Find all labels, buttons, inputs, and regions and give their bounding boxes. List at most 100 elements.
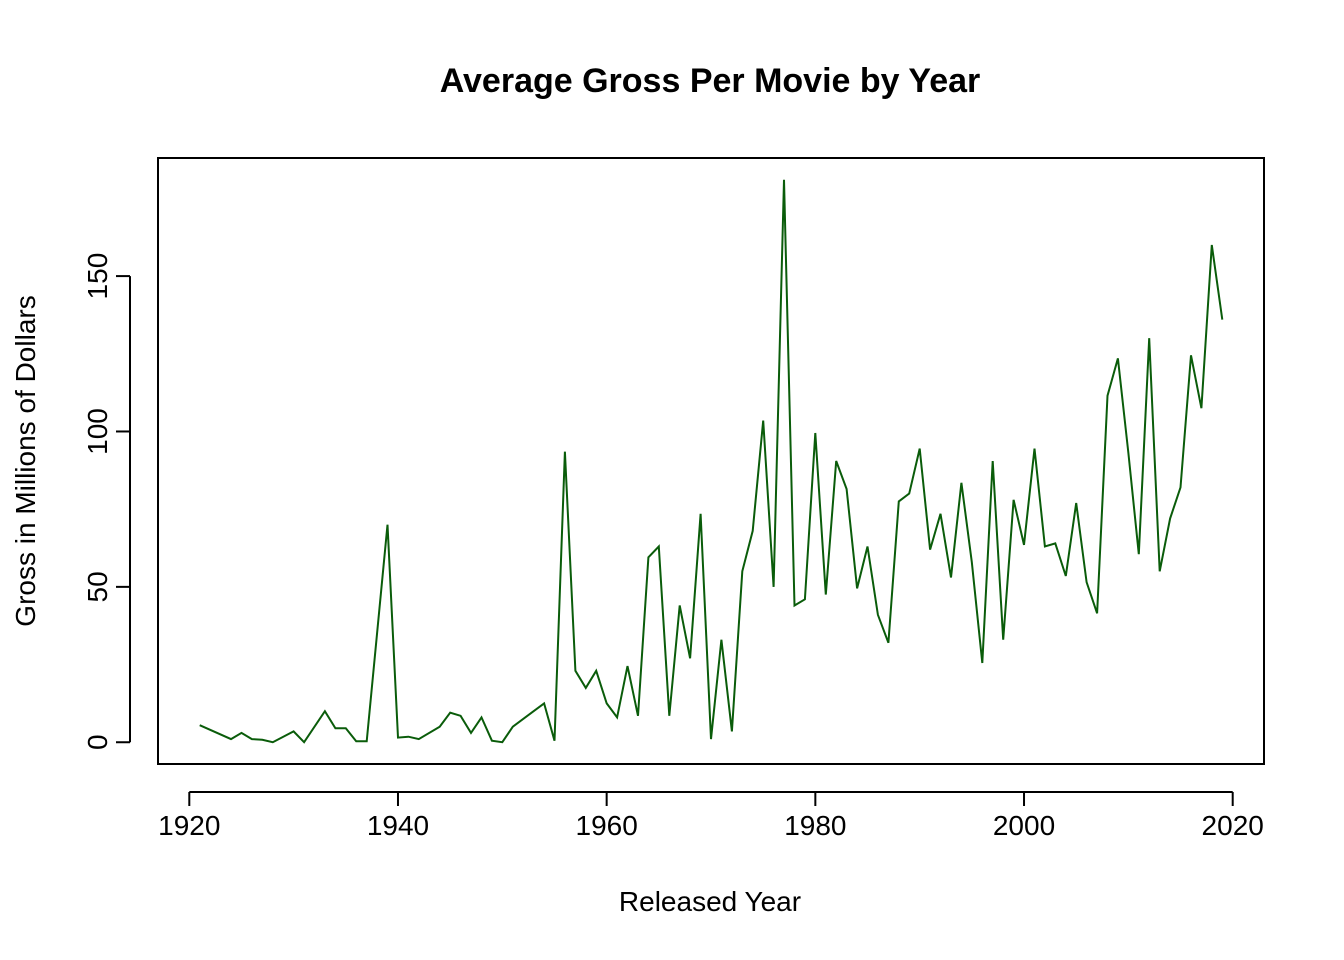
data-point (345, 727, 347, 729)
data-point (230, 738, 232, 740)
data-point (846, 488, 848, 490)
data-point (1138, 553, 1140, 555)
data-point (355, 740, 357, 742)
data-point (293, 730, 295, 732)
data-point (637, 715, 639, 717)
data-point (835, 460, 837, 462)
data-point (950, 577, 952, 579)
data-point (439, 726, 441, 728)
x-tick-label: 1920 (158, 810, 220, 841)
data-point (595, 670, 597, 672)
data-point (616, 716, 618, 718)
y-axis: 0 50 100 150 (82, 253, 131, 750)
x-tick-label: 1960 (576, 810, 638, 841)
data-point (334, 727, 336, 729)
series-layer (199, 179, 1224, 744)
data-point (533, 710, 535, 712)
series-line (199, 179, 1224, 744)
data-point (554, 740, 556, 742)
data-point (501, 741, 503, 743)
data-point (887, 642, 889, 644)
data-point (491, 740, 493, 742)
data-point (1034, 448, 1036, 450)
x-tick-label: 2020 (1202, 810, 1264, 841)
data-point (971, 561, 973, 563)
data-point (960, 482, 962, 484)
data-point (731, 730, 733, 732)
data-point (814, 432, 816, 434)
data-point (919, 448, 921, 450)
data-point (1075, 502, 1077, 504)
data-point (668, 715, 670, 717)
data-point (689, 657, 691, 659)
data-point (397, 737, 399, 739)
data-point (741, 570, 743, 572)
y-tick-label: 50 (82, 571, 113, 602)
data-point (867, 546, 869, 548)
x-axis: 1920 1940 1960 1980 2000 2020 (158, 791, 1264, 841)
data-point (251, 738, 253, 740)
data-point (1117, 357, 1119, 359)
data-point (825, 594, 827, 596)
data-point (199, 724, 201, 726)
x-axis-label: Released Year (619, 886, 801, 917)
data-point (1159, 570, 1161, 572)
x-tick-label: 1980 (784, 810, 846, 841)
data-point (1002, 639, 1004, 641)
data-point (804, 598, 806, 600)
y-tick-label: 0 (82, 734, 113, 750)
data-point (773, 586, 775, 588)
data-point (418, 738, 420, 740)
chart-title: Average Gross Per Movie by Year (440, 62, 981, 100)
data-point (303, 741, 305, 743)
data-point (1211, 244, 1213, 246)
data-point (1190, 354, 1192, 356)
data-point (794, 605, 796, 607)
data-point (522, 718, 524, 720)
data-point (752, 530, 754, 532)
data-point (366, 740, 368, 742)
data-point (261, 739, 263, 741)
data-point (710, 738, 712, 740)
data-point (658, 546, 660, 548)
data-point (877, 614, 879, 616)
y-axis-label: Gross in Millions of Dollars (10, 295, 41, 626)
data-point (1200, 407, 1202, 409)
data-point (1148, 337, 1150, 339)
data-point (940, 513, 942, 515)
data-point (720, 639, 722, 641)
data-point (700, 513, 702, 515)
x-tick-label: 2000 (993, 810, 1055, 841)
data-point (1221, 319, 1223, 321)
data-point (1065, 575, 1067, 577)
data-point (543, 702, 545, 704)
data-point (387, 524, 389, 526)
data-point (1054, 542, 1056, 544)
data-point (908, 493, 910, 495)
data-point (1086, 581, 1088, 583)
plot-box (157, 157, 1265, 765)
data-point (627, 665, 629, 667)
data-point (647, 556, 649, 558)
data-point (449, 712, 451, 714)
data-point (574, 670, 576, 672)
y-tick-label: 100 (82, 408, 113, 455)
data-point (460, 715, 462, 717)
data-point (929, 549, 931, 551)
data-point (1013, 499, 1015, 501)
data-point (1180, 486, 1182, 488)
y-tick-label: 150 (82, 253, 113, 300)
data-point (1127, 452, 1129, 454)
data-point (1107, 395, 1109, 397)
data-point (512, 726, 514, 728)
data-point (272, 741, 274, 743)
data-point (1169, 518, 1171, 520)
data-point (1044, 546, 1046, 548)
data-point (481, 716, 483, 718)
data-point (1023, 544, 1025, 546)
data-point (992, 460, 994, 462)
data-point (981, 662, 983, 664)
x-tick-label: 1940 (367, 810, 429, 841)
data-point (679, 605, 681, 607)
